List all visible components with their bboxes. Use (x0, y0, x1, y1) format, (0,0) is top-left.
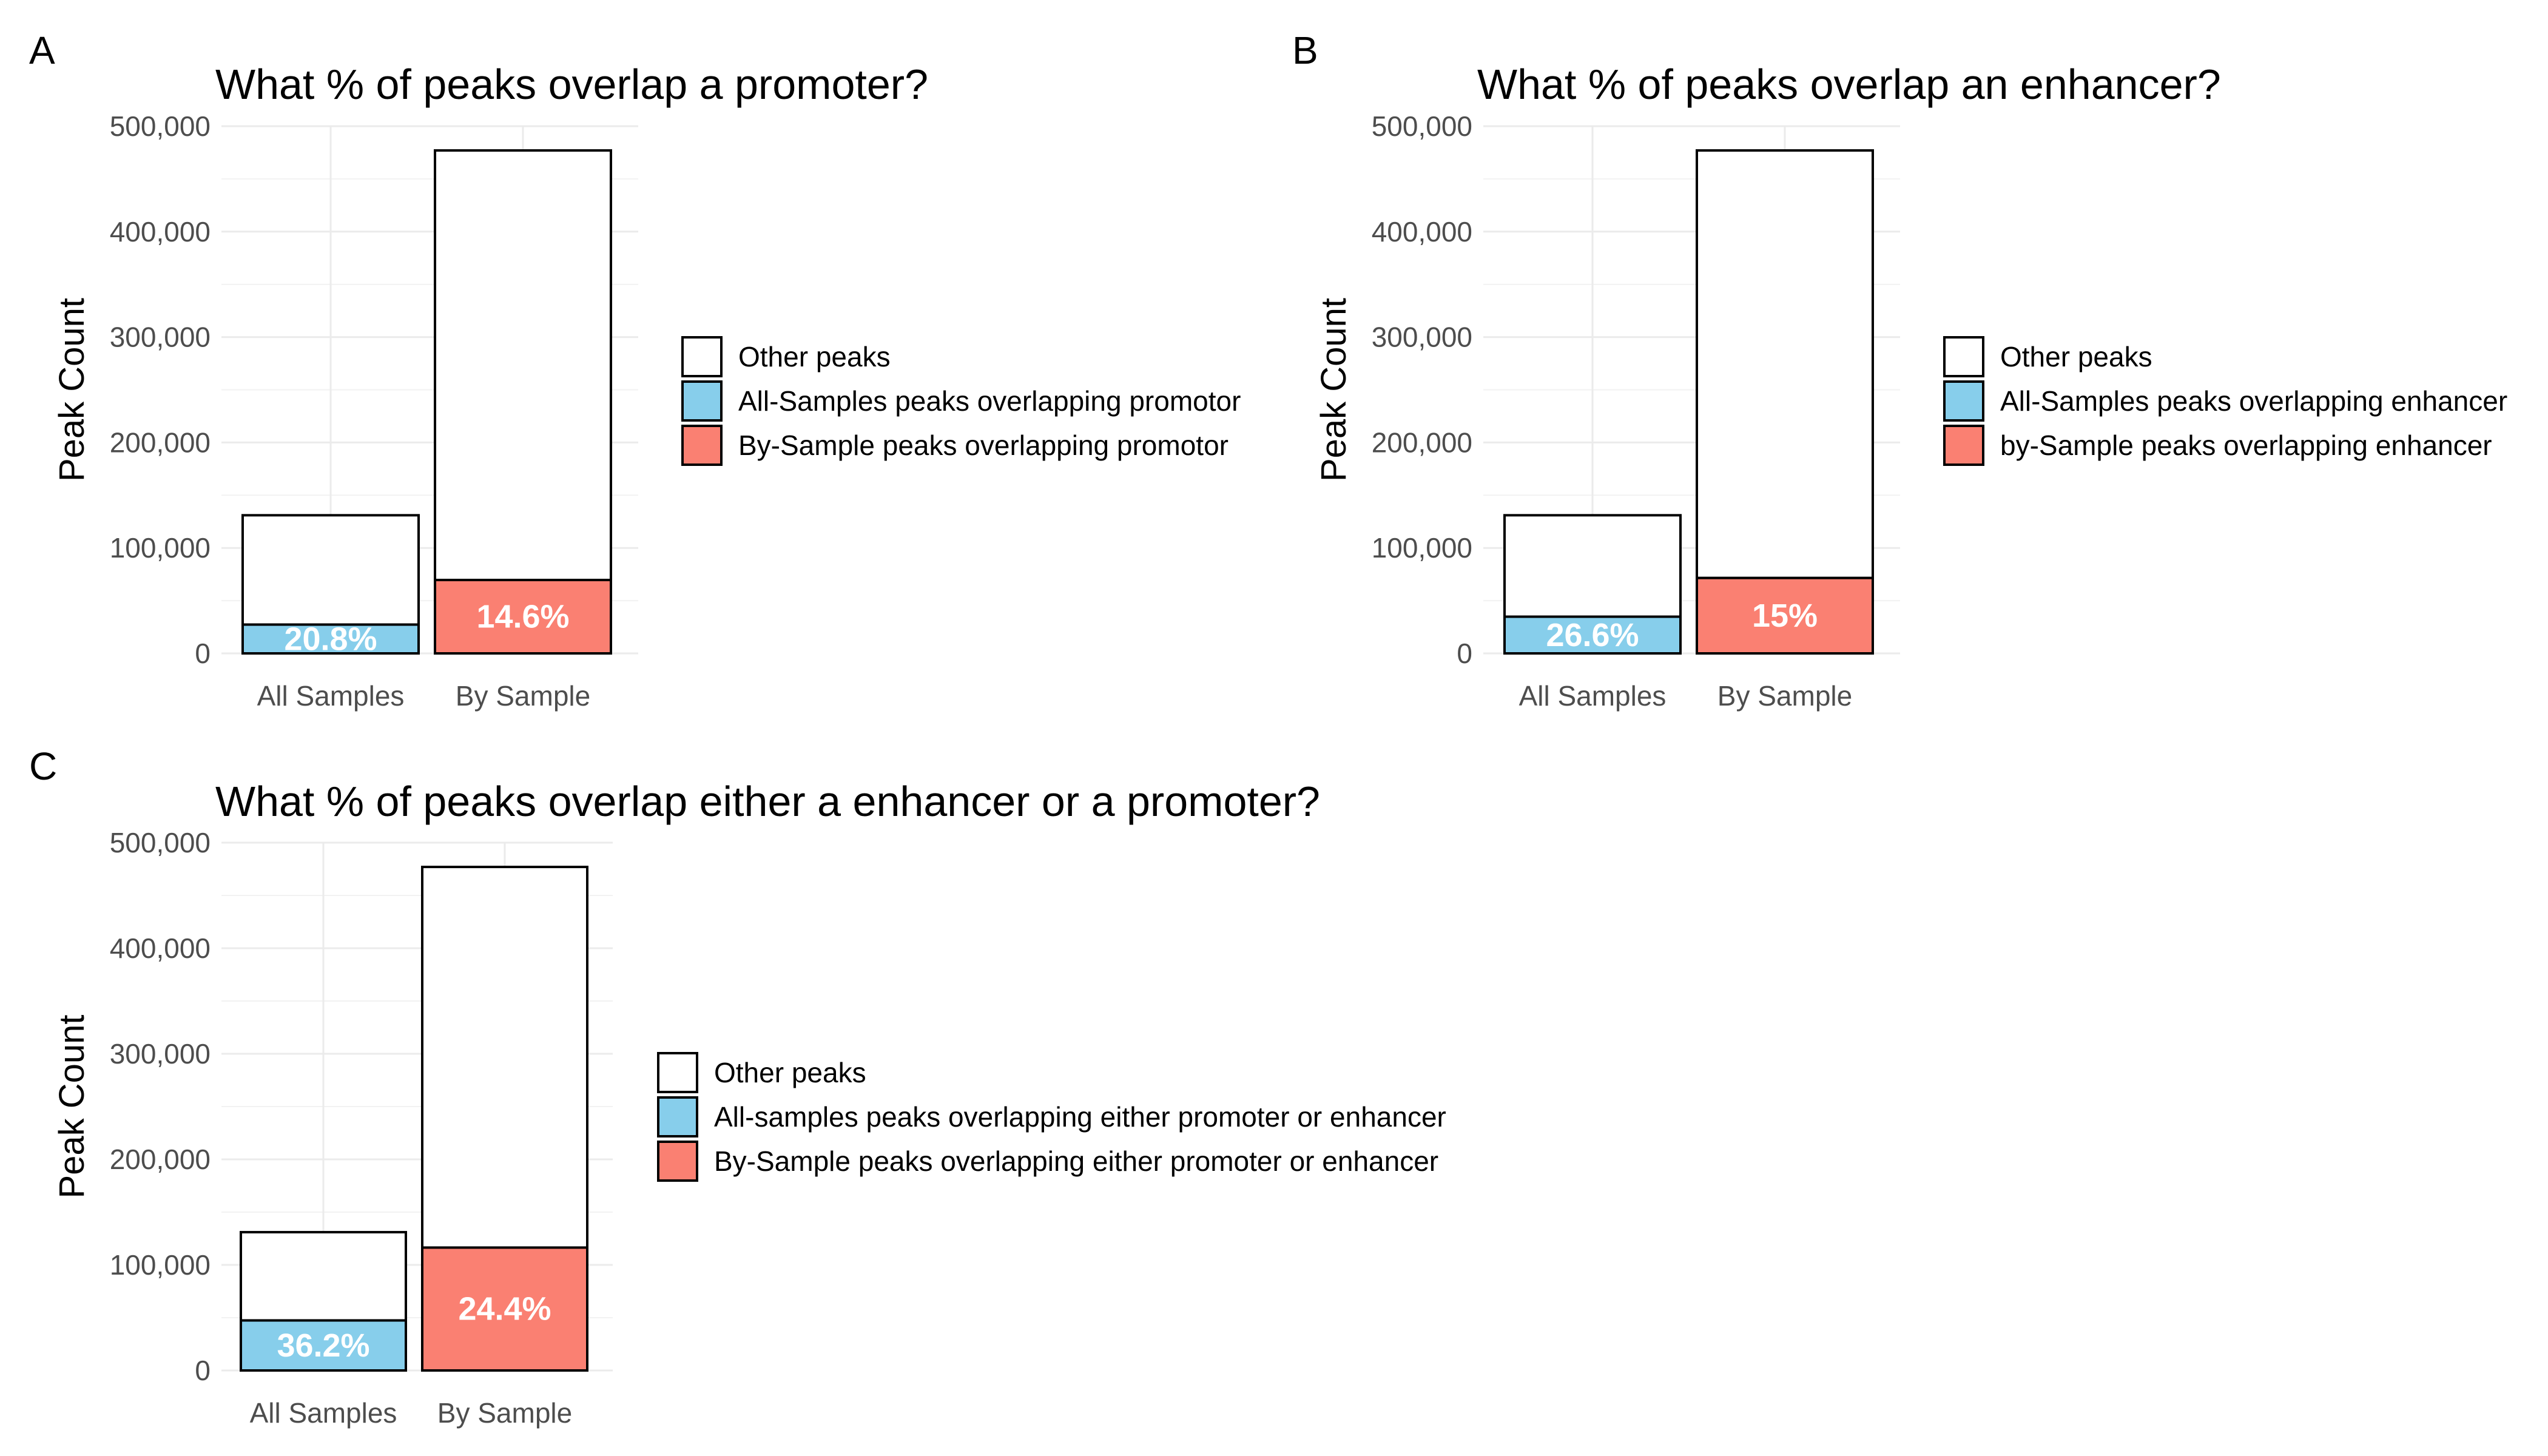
legend-key (681, 336, 723, 377)
y-tick-label: 0 (195, 1355, 211, 1386)
bar-overlap-peaks (240, 1319, 407, 1372)
panel-a: A What % of peaks overlap a promoter? 0 100… (29, 29, 1241, 712)
panel-letter: C (29, 744, 57, 788)
chart-title: What % of peaks overlap an enhancer? (1477, 61, 2221, 108)
chart-title: What % of peaks overlap either a enhance… (215, 778, 1320, 825)
legend-key (1943, 336, 1984, 377)
legend-key (681, 425, 723, 466)
bar-overlap-peaks (1503, 615, 1682, 655)
bar-data-label: 15% (1752, 598, 1818, 634)
legend-key (1943, 380, 1984, 422)
y-tick-label: 500,000 (1372, 110, 1472, 142)
bar-other-peaks (1696, 149, 1874, 579)
legend-label: Other peaks (714, 1057, 866, 1088)
legend: Other peaks All-samples peaks overlapping… (657, 1052, 1446, 1182)
y-tick-label: 300,000 (110, 322, 211, 353)
bar-other-peaks (434, 149, 612, 582)
bar-overlap-peaks (1696, 576, 1874, 655)
x-tick-label: By Sample (456, 680, 590, 712)
y-tick-label: 400,000 (110, 216, 211, 248)
legend-key (657, 1141, 698, 1182)
x-tick-label: By Sample (1717, 680, 1852, 712)
y-tick-label: 0 (1457, 638, 1472, 669)
x-tick-label: By Sample (437, 1397, 572, 1429)
legend: Other peaks All-Samples peaks overlapping… (681, 336, 1241, 466)
y-tick-label: 300,000 (110, 1038, 211, 1070)
legend-key (1943, 425, 1984, 466)
y-tick-label: 400,000 (1372, 216, 1472, 248)
legend: Other peaks All-Samples peaks overlapping… (1943, 336, 2507, 466)
y-tick-label: 200,000 (110, 1144, 211, 1175)
y-tick-label: 500,000 (110, 110, 211, 142)
legend-label: All-Samples peaks overlapping promotor (738, 385, 1241, 417)
legend-label: All-samples peaks overlapping either pro… (714, 1101, 1446, 1133)
y-tick-label: 100,000 (110, 532, 211, 564)
legend-label: Other peaks (738, 341, 891, 372)
bar-data-label: 26.6% (1546, 617, 1639, 653)
bar-data-label: 24.4% (458, 1291, 551, 1327)
panel-letter: B (1292, 29, 1318, 72)
legend-label: By-Sample peaks overlapping either promo… (714, 1145, 1438, 1177)
x-tick-label: All Samples (257, 680, 405, 712)
bar-overlap-peaks (421, 1246, 588, 1372)
legend-key (681, 380, 723, 422)
bar-other-peaks (421, 866, 588, 1249)
y-tick-label: 200,000 (110, 426, 211, 458)
x-tick-label: All Samples (250, 1397, 397, 1429)
legend-label: All-Samples peaks overlapping enhancer (2000, 385, 2507, 417)
bar-overlap-peaks (434, 579, 612, 655)
legend-label: by-Sample peaks overlapping enhancer (2000, 430, 2492, 461)
y-axis-label: Peak Count (1314, 298, 1353, 482)
y-tick-label: 400,000 (110, 932, 211, 964)
y-tick-label: 500,000 (110, 827, 211, 858)
bar-other-peaks (241, 514, 420, 626)
x-tick-label: All Samples (1519, 680, 1667, 712)
panel-c: C What % of peaks overlap either a enhanc… (29, 744, 1446, 1429)
panel-letter: A (29, 29, 55, 72)
legend-label: Other peaks (2000, 341, 2152, 372)
bar-data-label: 20.8% (284, 621, 377, 657)
bar-data-label: 36.2% (277, 1327, 369, 1364)
bar-other-peaks (240, 1231, 407, 1322)
bar-other-peaks (1503, 514, 1682, 618)
y-tick-label: 100,000 (110, 1249, 211, 1281)
bar-data-label: 14.6% (476, 599, 569, 635)
bar-overlap-peaks (241, 623, 420, 655)
y-axis-label: Peak Count (52, 298, 92, 482)
y-tick-label: 0 (195, 638, 211, 669)
y-tick-label: 200,000 (1372, 426, 1472, 458)
y-axis-label: Peak Count (52, 1014, 92, 1198)
legend-key (657, 1052, 698, 1093)
panel-b: B What % of peaks overlap an enhancer? 0 10… (1292, 29, 2507, 712)
legend-label: By-Sample peaks overlapping promotor (738, 430, 1228, 461)
chart-title: What % of peaks overlap a promoter? (215, 61, 928, 108)
legend-key (657, 1096, 698, 1138)
y-tick-label: 100,000 (1372, 532, 1472, 564)
y-tick-label: 300,000 (1372, 322, 1472, 353)
